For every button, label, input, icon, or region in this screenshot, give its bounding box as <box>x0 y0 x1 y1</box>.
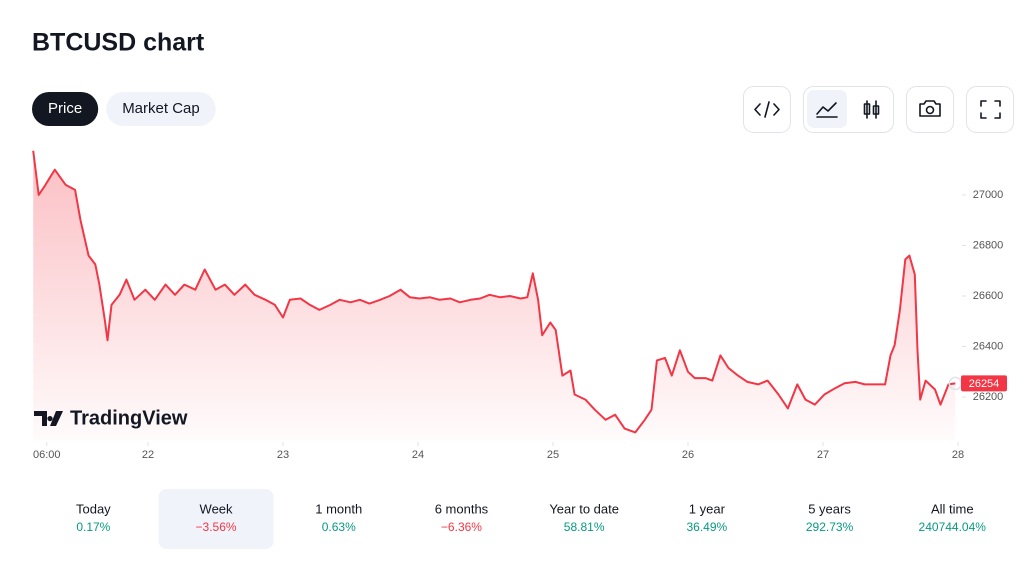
y-tick-label: 26600 <box>973 290 1004 302</box>
candle-button-bg[interactable] <box>852 90 890 128</box>
y-tick-label: 26400 <box>973 340 1004 352</box>
price-area <box>33 150 956 441</box>
period-label: 6 months <box>435 501 489 516</box>
tab[interactable]: Price <box>32 92 99 126</box>
candle-body <box>863 103 871 115</box>
line-chart-button[interactable] <box>807 90 847 128</box>
tab-bg <box>32 92 99 126</box>
period-change: 240744.04% <box>919 520 987 534</box>
tab-label: Market Cap <box>122 100 200 117</box>
period-label: 1 month <box>315 501 362 516</box>
period-item[interactable]: 5 years 292.73% <box>806 501 854 534</box>
period-label: 1 year <box>689 501 726 516</box>
x-tick-label: 24 <box>412 449 424 461</box>
fullscreen-button[interactable] <box>966 86 1014 133</box>
period-label: 5 years <box>808 501 851 516</box>
period-label: Year to date <box>549 501 619 516</box>
period-change: 58.81% <box>564 520 605 534</box>
tab[interactable]: Market Cap <box>106 92 216 126</box>
last-value-label: 26254 <box>969 378 1000 390</box>
period-stats: Today 0.17% Week −3.56% 1 month 0.63% 6 months… <box>76 489 986 549</box>
embed-icon <box>754 101 780 118</box>
x-tick-label: 25 <box>547 449 559 461</box>
toolbar <box>743 86 1014 133</box>
last-value-badge <box>961 375 1007 392</box>
period-item[interactable]: All time 240744.04% <box>919 501 987 534</box>
y-tick-label: 27000 <box>973 189 1004 201</box>
x-tick-label: 26 <box>682 449 694 461</box>
candle-chart-button[interactable] <box>852 90 890 128</box>
period-label: Today <box>76 501 111 516</box>
line-icon <box>816 102 838 118</box>
page-title: BTCUSD chart <box>32 29 205 57</box>
watermark: TradingView <box>34 407 188 429</box>
watermark-text: TradingView <box>70 407 188 429</box>
period-change: 0.63% <box>322 520 356 534</box>
x-tick-label: 23 <box>277 449 289 461</box>
period-change: −6.36% <box>441 520 482 534</box>
period-change: 0.17% <box>76 520 110 534</box>
period-change: −3.56% <box>196 520 237 534</box>
period-change: 36.49% <box>686 520 727 534</box>
period-change: 292.73% <box>806 520 854 534</box>
snapshot-button[interactable] <box>906 86 954 133</box>
tabs: Price Market Cap <box>32 92 216 126</box>
x-tick-label: 27 <box>817 449 829 461</box>
period-item[interactable]: Week −3.56% <box>158 489 274 549</box>
x-tick-label: 22 <box>142 449 154 461</box>
period-item[interactable]: 1 year 36.49% <box>686 501 727 534</box>
camera-icon <box>919 100 941 117</box>
period-selected-bg <box>158 489 274 549</box>
period-label: All time <box>931 501 974 516</box>
period-item[interactable]: 6 months −6.36% <box>435 501 489 534</box>
period-item[interactable]: Today 0.17% <box>76 501 111 534</box>
candle-body <box>872 105 880 115</box>
period-item[interactable]: Year to date 58.81% <box>549 501 619 534</box>
watermark-logo <box>34 411 63 426</box>
price-line <box>32 150 956 434</box>
y-tick-label: 26200 <box>973 391 1004 403</box>
x-tick-label: 06:00 <box>33 449 61 461</box>
y-tick-label: 26800 <box>973 239 1004 251</box>
tab-bg <box>106 92 216 126</box>
x-tick-label: 28 <box>952 449 964 461</box>
fullscreen-icon <box>980 100 1001 119</box>
tab-label: Price <box>48 100 82 117</box>
period-item[interactable]: 1 month 0.63% <box>315 501 362 534</box>
plot: 26200 26400 26600 26800 27000 06:00 22 23 24 25 26… <box>32 150 1007 461</box>
camera-lens <box>925 105 935 115</box>
period-label: Week <box>200 501 233 516</box>
